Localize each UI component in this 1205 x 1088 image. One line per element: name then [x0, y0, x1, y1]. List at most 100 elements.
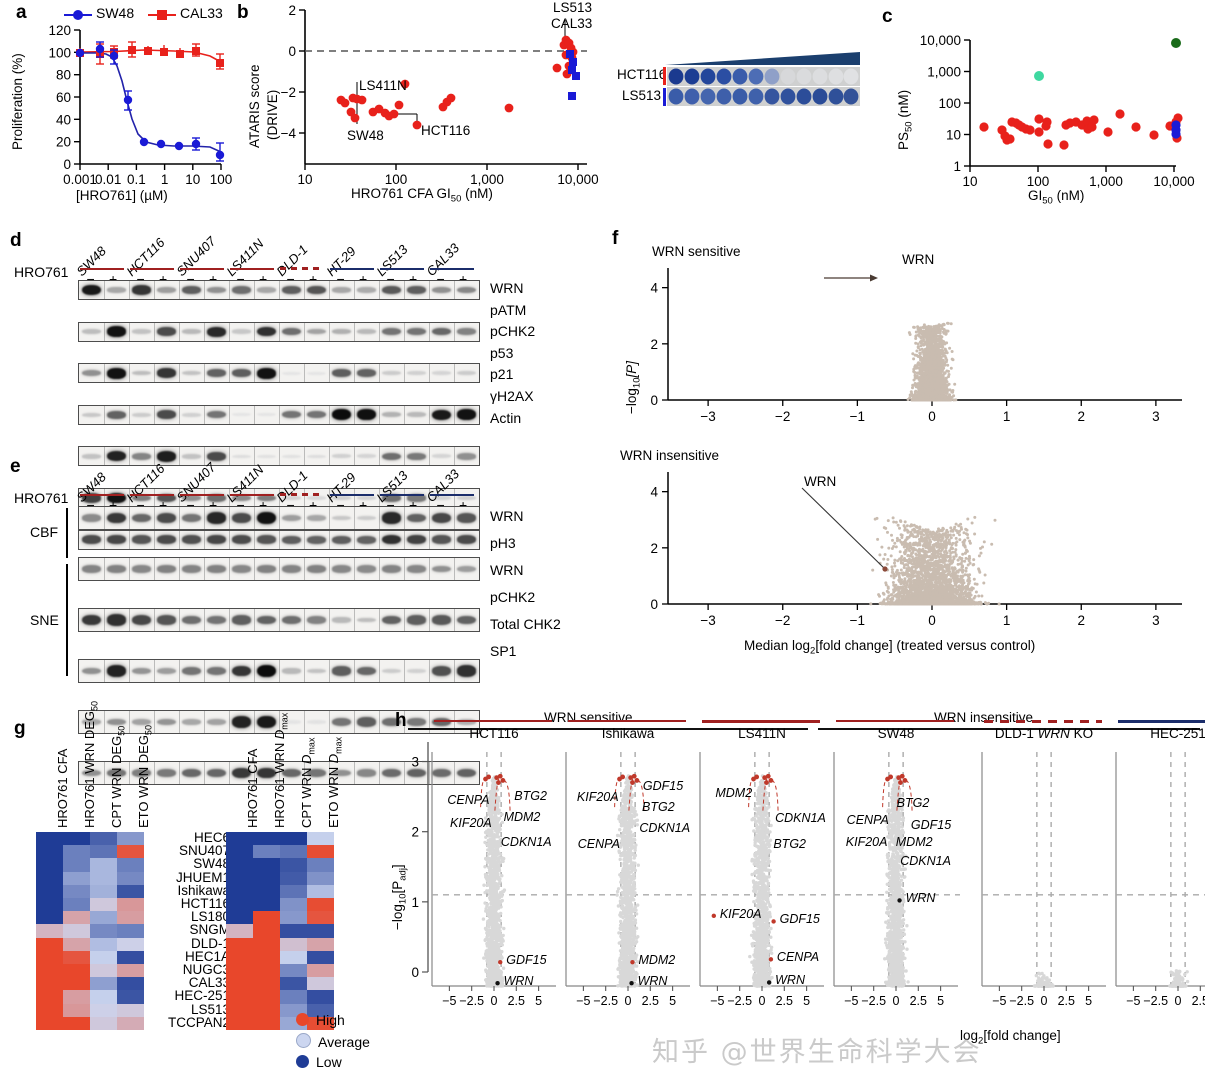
- blot-band: [107, 665, 126, 677]
- svg-text:10,000: 10,000: [920, 33, 961, 48]
- blot-band: [82, 329, 101, 334]
- heatmap-cell: [90, 858, 117, 872]
- heatmap-cell: [226, 950, 253, 964]
- cellline-rule-ht-29: [330, 494, 374, 496]
- blot-row--h2ax: [78, 488, 480, 508]
- panel-b-ylabel-1: ATARIS score: [247, 64, 262, 148]
- heatmap-cell: [36, 832, 63, 846]
- blot-band: [207, 768, 226, 778]
- blot-band: [257, 511, 276, 525]
- panel-b-xlabel-unit: (nM): [461, 186, 493, 201]
- blot-band: [407, 452, 426, 460]
- heatmap-cell: [63, 1016, 90, 1030]
- blot-band: [182, 370, 201, 376]
- gene-label-mdm2: MDM2: [638, 953, 676, 968]
- lane-dividers: [79, 609, 479, 631]
- heatmap-cell: [280, 911, 307, 925]
- heatmap-cell: [307, 845, 334, 859]
- blot-band: [207, 411, 226, 419]
- heatmap-cell: [280, 884, 307, 898]
- blot-band: [282, 514, 301, 522]
- heatmap-cell: [63, 964, 90, 978]
- blot-band: [382, 371, 401, 376]
- legend-swatch-average: [296, 1033, 311, 1048]
- panel-c-point-green-dark: [1171, 38, 1181, 48]
- svg-text:−2: −2: [775, 409, 790, 424]
- lane-dividers: [79, 507, 479, 529]
- heatmap-col-header: ETO WRN DEG50: [136, 725, 154, 828]
- cellline-rule-hct116: [130, 494, 174, 496]
- blot-band: [132, 667, 151, 675]
- heatmap-row-label-tccpan2: TCCPAN2: [167, 1014, 230, 1030]
- heatmap-cell: [253, 911, 280, 925]
- blot-band: [107, 367, 126, 379]
- blot-band: [457, 565, 476, 573]
- svg-text:0: 0: [650, 393, 658, 408]
- heatmap-cell: [63, 898, 90, 912]
- panel-b-xlabel: HRO761 CFA GI50 (nM): [351, 186, 493, 205]
- lane-sign: +: [259, 271, 268, 287]
- blot-band: [407, 768, 426, 778]
- gene-label-cenpa: CENPA: [776, 950, 820, 965]
- legend-swatch-low: [296, 1055, 309, 1068]
- subplot-title-hec-251: HEC-251: [1150, 726, 1205, 741]
- heatmap-cell: [253, 924, 280, 938]
- cellline-rule-hct116: [130, 268, 174, 270]
- blot-band: [407, 513, 426, 523]
- blot-band: [182, 615, 201, 625]
- blot-row-sp1: [78, 761, 480, 785]
- gene-label-mdm2: MDM2: [895, 835, 933, 850]
- blot-band: [407, 668, 426, 674]
- panel-h-xlabel: log2[fold change]: [960, 1028, 1061, 1047]
- volcano-points: [481, 775, 507, 988]
- fraction-label-cbf: CBF: [30, 524, 58, 540]
- svg-text:−2: −2: [775, 613, 790, 628]
- heatmap-cell: [307, 884, 334, 898]
- panel-e-treatment-label: HRO761: [14, 490, 69, 506]
- heatmap-row-label-ls513: LS513: [190, 1001, 230, 1017]
- blot-band: [232, 665, 251, 677]
- dose-gradient-wedge: [665, 52, 860, 65]
- heatmap-cell: [63, 871, 90, 885]
- svg-text:0.01: 0.01: [95, 172, 121, 187]
- svg-text:−3: −3: [700, 409, 715, 424]
- blot-band: [182, 535, 201, 544]
- blot-band: [232, 369, 251, 378]
- blot-band: [432, 768, 451, 778]
- volcano-points: [615, 774, 640, 988]
- panel-c-xlabel-unit: (nM): [1052, 188, 1085, 203]
- blot-band: [332, 287, 351, 293]
- volcano-points: [883, 775, 910, 988]
- cellline-rule-ls513: [380, 494, 424, 496]
- blot-band: [307, 720, 326, 724]
- heatmap-col-header: ETO WRN Dmax: [326, 736, 344, 828]
- panel-g-right-column-headers: HRO761 CFA HRO761 WRN Dmax CPT WRN Dmax ETO…: [226, 690, 356, 830]
- blot-band: [457, 535, 476, 544]
- blot-band: [157, 287, 176, 293]
- heatmap-cell: [117, 977, 144, 991]
- legend-label-cal33: CAL33: [180, 5, 223, 21]
- cellline-rule-snu407: [180, 268, 224, 270]
- heatmap-cell: [226, 937, 253, 951]
- panel-g: g HRO761 CFA HRO761 WRN DEG50 CPT WRN DEG5…: [0, 690, 400, 1088]
- subplot-title-dld-1-wrn-ko: DLD-1 WRN KO: [994, 726, 1094, 741]
- heatmap-cell: [63, 858, 90, 872]
- heatmap-cell: [226, 845, 253, 859]
- blot-band: [82, 719, 101, 725]
- heatmap-cell: [36, 977, 63, 991]
- blot-band: [157, 535, 176, 544]
- lane-sign: +: [409, 497, 418, 513]
- heatmap-cell: [253, 1016, 280, 1030]
- blot-band: [82, 493, 101, 503]
- heatmap-cell: [226, 858, 253, 872]
- panel-f-annot-wrn-bot: WRN: [804, 474, 837, 489]
- panel-g-label: g: [14, 718, 26, 739]
- lane-dividers: [79, 281, 479, 299]
- blot-band: [157, 667, 176, 675]
- blot-band: [282, 411, 301, 419]
- blot-band: [407, 535, 426, 545]
- blot-band: [382, 512, 401, 524]
- blot-band: [382, 494, 401, 502]
- panel-b-xlabel-main: HRO761 CFA GI: [351, 186, 451, 201]
